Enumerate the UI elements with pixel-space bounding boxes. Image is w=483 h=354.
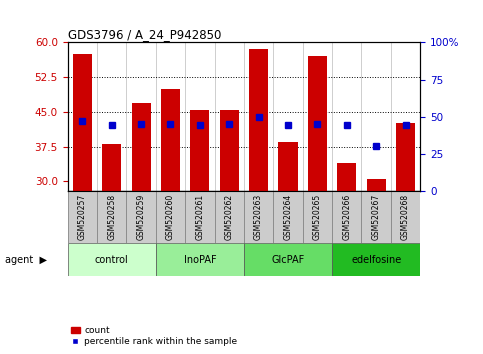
- Text: GSM520264: GSM520264: [284, 194, 293, 240]
- Bar: [220, 110, 239, 190]
- Bar: [97, 190, 127, 243]
- Text: GSM520257: GSM520257: [78, 194, 87, 240]
- Bar: [244, 190, 273, 243]
- Bar: [396, 124, 415, 190]
- Text: GSM520263: GSM520263: [254, 194, 263, 240]
- Text: GSM520268: GSM520268: [401, 194, 410, 240]
- Bar: [102, 144, 121, 190]
- Bar: [68, 190, 97, 243]
- Bar: [244, 243, 332, 276]
- Text: GlcPAF: GlcPAF: [271, 255, 305, 265]
- Bar: [156, 190, 185, 243]
- Text: GSM520265: GSM520265: [313, 194, 322, 240]
- Legend: count, percentile rank within the sample: count, percentile rank within the sample: [67, 322, 241, 349]
- Bar: [278, 142, 298, 190]
- Bar: [131, 103, 151, 190]
- Bar: [185, 190, 214, 243]
- Text: GSM520259: GSM520259: [137, 194, 145, 240]
- Bar: [214, 190, 244, 243]
- Text: GDS3796 / A_24_P942850: GDS3796 / A_24_P942850: [68, 28, 221, 41]
- Text: GSM520261: GSM520261: [195, 194, 204, 240]
- Text: GSM520258: GSM520258: [107, 194, 116, 240]
- Bar: [337, 163, 356, 190]
- Text: GSM520260: GSM520260: [166, 194, 175, 240]
- Bar: [308, 56, 327, 190]
- Bar: [68, 243, 156, 276]
- Text: edelfosine: edelfosine: [351, 255, 401, 265]
- Bar: [367, 179, 386, 190]
- Bar: [361, 190, 391, 243]
- Bar: [73, 54, 92, 190]
- Bar: [391, 190, 420, 243]
- Text: agent  ▶: agent ▶: [5, 255, 47, 265]
- Bar: [273, 190, 303, 243]
- Bar: [249, 50, 268, 190]
- Bar: [190, 110, 210, 190]
- Text: GSM520266: GSM520266: [342, 194, 351, 240]
- Text: GSM520262: GSM520262: [225, 194, 234, 240]
- Bar: [332, 243, 420, 276]
- Text: GSM520267: GSM520267: [371, 194, 381, 240]
- Bar: [127, 190, 156, 243]
- Bar: [161, 89, 180, 190]
- Text: InoPAF: InoPAF: [184, 255, 216, 265]
- Bar: [156, 243, 244, 276]
- Bar: [303, 190, 332, 243]
- Bar: [332, 190, 361, 243]
- Text: control: control: [95, 255, 128, 265]
